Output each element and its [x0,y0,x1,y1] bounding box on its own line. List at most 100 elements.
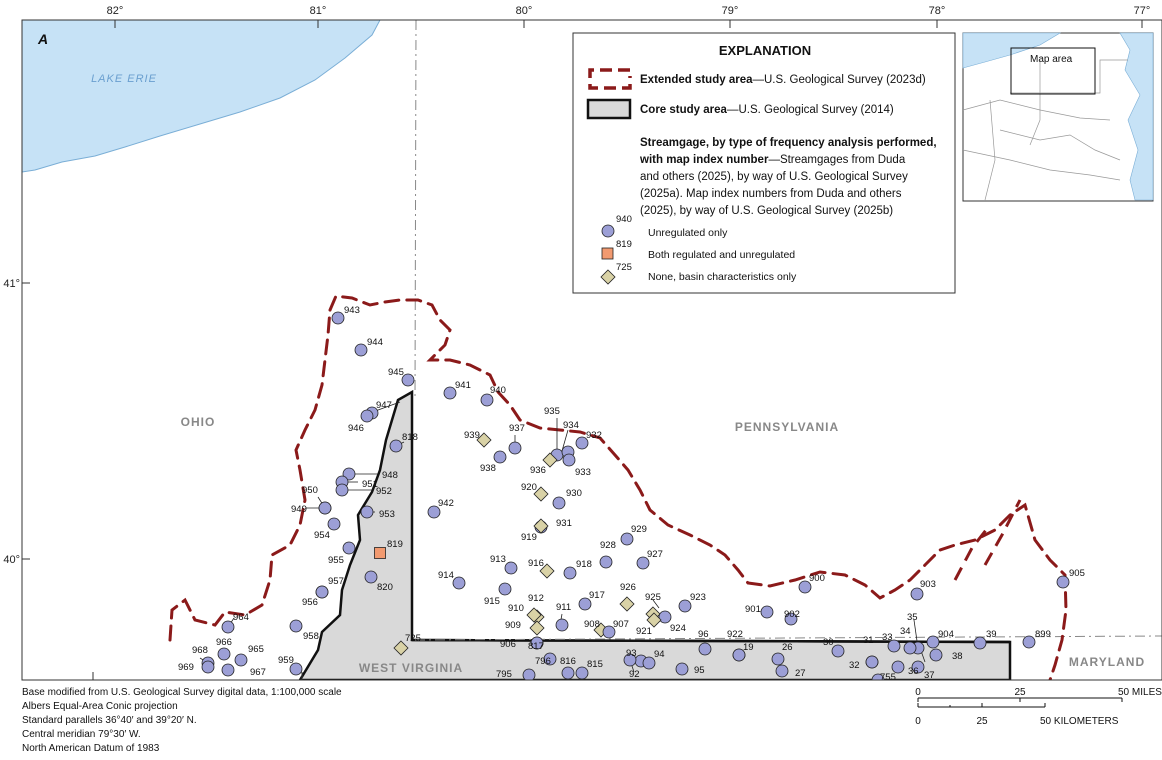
ohio-pennsylvania-boundary [414,20,417,401]
streamgage-label-935: 935 [544,406,560,417]
streamgage-94 [642,656,656,670]
streamgage-label-818: 818 [402,432,418,443]
streamgage-label-905: 905 [1069,568,1085,579]
streamgage-label-956: 956 [302,597,318,608]
streamgage-917 [578,597,592,611]
streamgage-900 [798,580,812,594]
streamgage-label-943: 943 [344,305,360,316]
streamgage-label-957: 957 [328,576,344,587]
streamgage-37 [911,660,925,674]
streamgage-923 [678,599,692,613]
none-legend-number: 725 [616,262,632,273]
unregulated-legend-label: Unregulated only [648,227,728,239]
svg-text:(2025a). Map index numbers fro: (2025a). Map index numbers from Duda and… [640,188,902,200]
streamgage-910 [526,607,542,623]
streamgage-label-907: 907 [613,619,629,630]
streamgage-19 [732,648,746,662]
streamgage-label-953: 953 [379,509,395,520]
streamgage-label-910: 910 [508,603,524,614]
streamgage-label-915: 915 [484,596,500,607]
streamgage-969 [201,660,215,674]
streamgage-label-934: 934 [563,420,579,431]
extended-legend-symbol [588,68,632,90]
streamgage-label-819: 819 [387,539,403,550]
longitude-label-80: 80° [516,5,533,17]
streamgage-label-30: 30 [823,637,834,648]
streamgage-label-906: 906 [500,639,516,650]
longitude-label-81: 81° [310,5,327,17]
scale-km-25: 25 [976,716,988,727]
streamgage-label-913: 913 [490,554,506,565]
streamgage-label-967: 967 [250,667,266,678]
streamgage-796 [543,652,557,666]
streamgage-label-93: 93 [626,648,637,659]
streamgage-label-26: 26 [782,642,793,653]
streamgage-928 [599,555,613,569]
streamgage-920 [533,486,549,502]
streamgage-26 [771,652,785,666]
streamgage-label-950: 950 [302,485,318,496]
streamgage-label-817: 817 [528,641,544,652]
streamgage-label-96: 96 [698,629,709,640]
streamgage-label-914: 914 [438,570,454,581]
streamgage-label-795: 795 [496,669,512,680]
streamgage-820 [364,570,378,584]
streamgage-label-38: 38 [952,651,963,662]
streamgage-label-933: 933 [575,467,591,478]
streamgage-label-959: 959 [278,655,294,666]
streamgage-label-921: 921 [636,626,652,637]
streamgage-label-940: 940 [490,385,506,396]
extended-legend-text: Extended study area—U.S. Geological Surv… [640,74,926,86]
streamgage-label-966: 966 [216,637,232,648]
unregulated-legend-symbol [601,224,615,238]
streamgage-946 [360,409,374,423]
streamgage-913 [504,561,518,575]
graticule-ticks [22,20,1143,680]
streamgage-966 [217,647,231,661]
streamgage-941 [443,386,457,400]
map-border [21,19,1162,681]
extended-study-area-boundary [168,294,1068,680]
lake-erie-label: LAKE ERIE [91,73,157,85]
extended-ridge-2 [983,499,1022,566]
streamgage-956 [315,585,329,599]
streamgage-34 [903,641,917,655]
core-legend-symbol [586,98,632,120]
scale-miles-0: 0 [915,687,921,698]
scale-km-0: 0 [915,716,921,727]
both-legend-number: 819 [616,239,632,250]
streamgage-label-39: 39 [986,629,997,640]
streamgage-926 [619,596,635,612]
streamgage-label-964: 964 [233,612,249,623]
streamgage-958 [289,619,303,633]
streamgage-965 [234,653,248,667]
streamgage-label-969: 969 [178,662,194,673]
streamgage-label-924: 924 [670,623,686,634]
streamgage-label-904: 904 [938,629,954,640]
state-label-pennsylvania: PENNSYLVANIA [735,420,839,434]
streamgage-label-755: 755 [880,672,896,683]
streamgage-label-919: 919 [521,532,537,543]
streamgage-label-955: 955 [328,555,344,566]
streamgage-816 [561,666,575,680]
streamgage-902 [784,612,798,626]
streamgage-36 [891,660,905,674]
streamgage-label-902: 902 [784,609,800,620]
streamgage-817 [530,636,544,650]
unregulated-legend-number: 940 [616,214,632,225]
streamgage-949 [318,501,332,515]
streamgage-label-968: 968 [192,645,208,656]
state-label-ohio: OHIO [181,415,216,429]
streamgage-909 [529,620,545,636]
streamgage-label-929: 929 [631,524,647,535]
streamgage-937 [508,441,522,455]
streamgage-label-95: 95 [694,665,705,676]
streamgage-label-947: 947 [376,400,392,411]
explanation-title: EXPLANATION [719,43,811,58]
streamgage-label-912: 912 [528,593,544,604]
streamgage-label-949: 949 [291,504,307,515]
streamgage-940 [480,393,494,407]
streamgage-label-952: 952 [376,486,392,497]
